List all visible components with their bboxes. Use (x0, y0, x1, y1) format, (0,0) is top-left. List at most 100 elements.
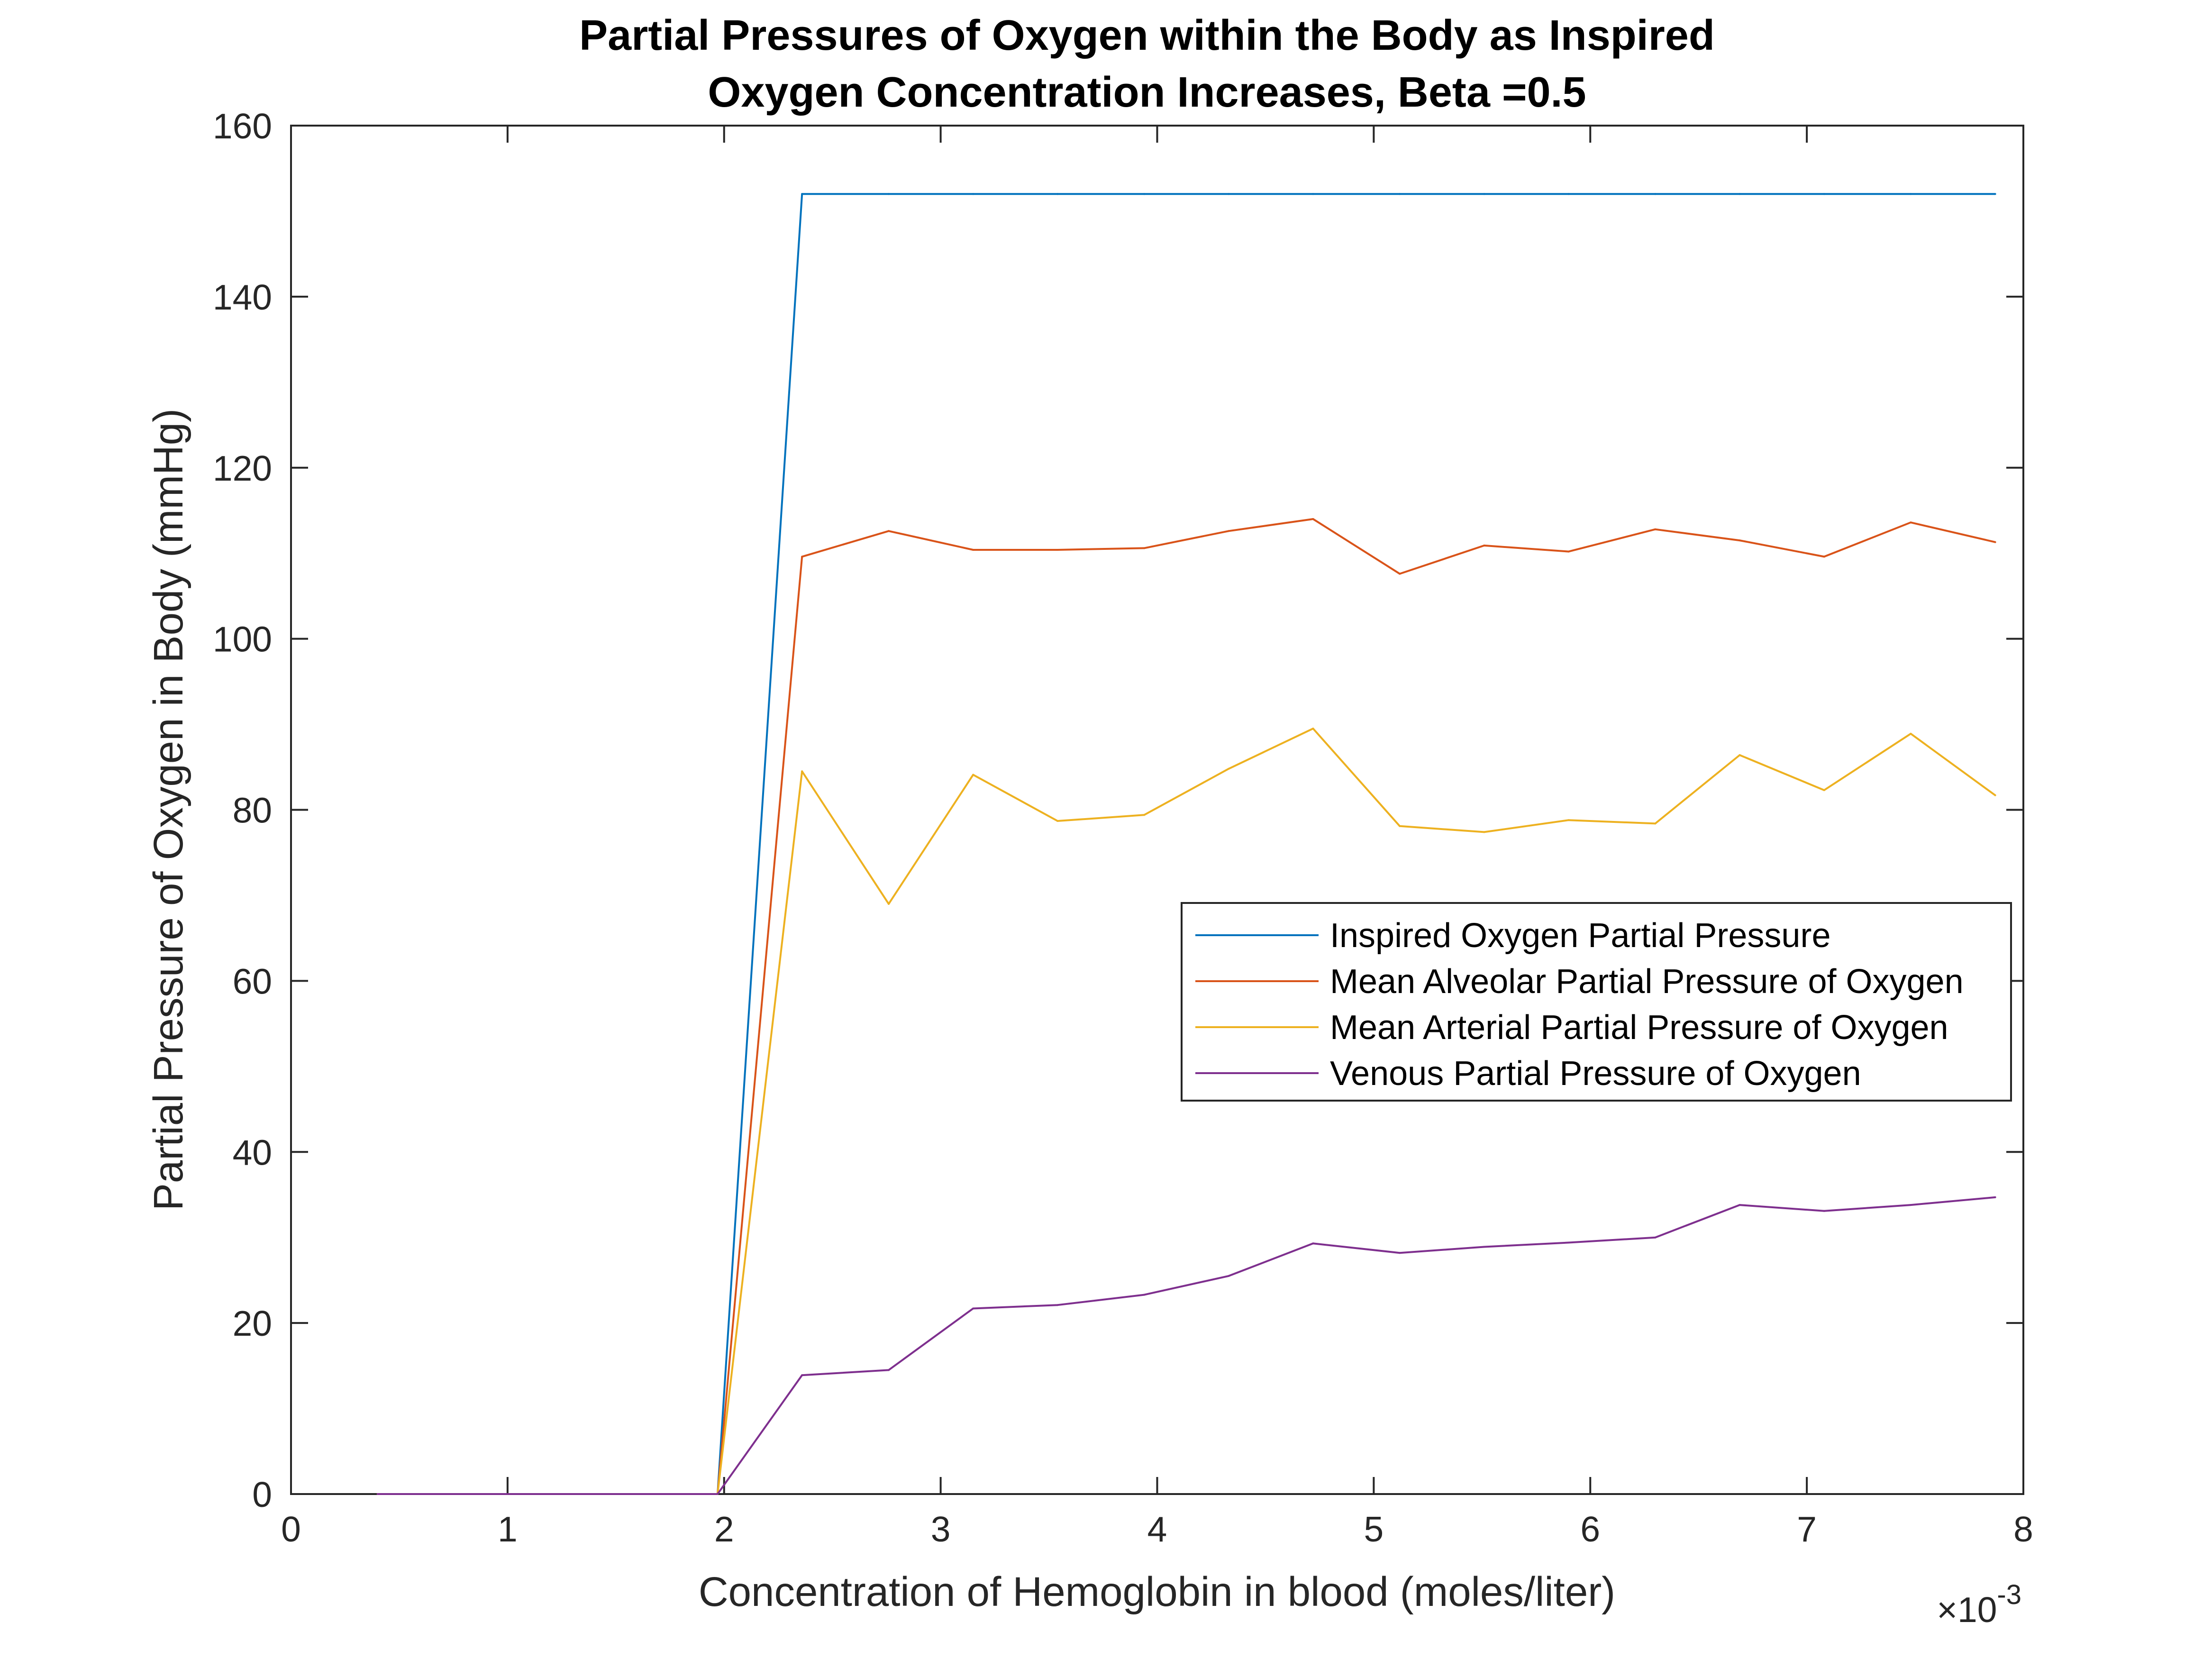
data-point-venous (1739, 1204, 1741, 1206)
y-tick-label: 60 (233, 961, 272, 1001)
data-point-alveolar (1312, 518, 1314, 520)
data-point-venous (546, 1493, 548, 1495)
data-point-inspired (1910, 193, 1912, 195)
data-point-inspired (1312, 193, 1314, 195)
data-point-arterial (1483, 831, 1485, 833)
x-axis-exponent: ×10-3 (1937, 1579, 2021, 1630)
data-point-alveolar (1567, 550, 1570, 553)
data-point-inspired (1654, 193, 1657, 195)
data-point-alveolar (1994, 541, 1996, 543)
data-point-arterial (1228, 767, 1230, 770)
x-tick-label: 1 (498, 1509, 518, 1549)
data-point-venous (376, 1493, 379, 1495)
data-point-inspired (1399, 193, 1401, 195)
legend-label-venous: Venous Partial Pressure of Oxygen (1330, 1055, 1861, 1093)
x-axis-exponent-power: -3 (1997, 1579, 2021, 1610)
data-point-venous (888, 1369, 890, 1371)
data-point-alveolar (1823, 556, 1825, 558)
data-point-inspired (1143, 193, 1146, 195)
y-tick-label: 20 (233, 1304, 272, 1343)
series-lines (376, 193, 1996, 1495)
data-point-inspired (1567, 193, 1570, 195)
y-tick-label: 100 (213, 620, 272, 659)
x-tick-label: 6 (1580, 1509, 1600, 1549)
data-point-venous (630, 1493, 632, 1495)
y-tick-label: 140 (213, 277, 272, 317)
y-tick-label: 40 (233, 1132, 272, 1172)
data-point-inspired (1823, 193, 1825, 195)
legend-label-arterial: Mean Arterial Partial Pressure of Oxygen (1330, 1009, 1948, 1047)
x-axis-exponent-base: ×10 (1937, 1590, 1997, 1630)
legend-label-inspired: Inspired Oxygen Partial Pressure (1330, 917, 1830, 955)
x-tick-label: 7 (1797, 1509, 1817, 1549)
data-point-alveolar (801, 556, 803, 558)
data-point-venous (1228, 1275, 1230, 1277)
data-point-venous (1823, 1210, 1825, 1212)
y-tick-label: 0 (252, 1475, 272, 1514)
data-point-alveolar (1143, 547, 1146, 549)
data-point-venous (1056, 1304, 1059, 1306)
legend-label-alveolar: Mean Alveolar Partial Pressure of Oxygen (1330, 963, 1964, 1001)
data-point-venous (1312, 1242, 1314, 1245)
x-tick-label: 2 (714, 1509, 734, 1549)
data-point-arterial (1312, 728, 1314, 730)
data-point-venous (972, 1307, 974, 1310)
data-point-venous (1567, 1241, 1570, 1244)
data-point-alveolar (1654, 528, 1657, 530)
data-point-venous (1483, 1246, 1485, 1248)
plot-area (290, 125, 2024, 1495)
data-point-inspired (1483, 193, 1485, 195)
data-point-inspired (1056, 193, 1059, 195)
y-axis-label: Partial Pressure of Oxygen in Body (mmHg… (146, 409, 191, 1211)
data-point-arterial (1994, 794, 1996, 796)
data-point-inspired (888, 193, 890, 195)
legend-box (1181, 902, 2012, 1102)
data-point-arterial (1056, 820, 1059, 822)
data-point-venous (1994, 1196, 1996, 1198)
series-line-venous (377, 1196, 1995, 1495)
y-tick-label: 160 (213, 106, 272, 146)
data-point-alveolar (1910, 521, 1912, 524)
data-point-alveolar (1739, 539, 1741, 542)
chart-title-line-1: Partial Pressures of Oxygen within the B… (579, 12, 1715, 59)
data-point-arterial (1910, 732, 1912, 735)
data-point-arterial (888, 903, 890, 905)
data-point-inspired (1228, 193, 1230, 195)
y-tick-label: 80 (233, 791, 272, 830)
data-point-alveolar (1483, 544, 1485, 547)
data-point-venous (461, 1493, 463, 1495)
data-point-arterial (801, 770, 803, 773)
chart-legend: Inspired Oxygen Partial Pressure Mean Al… (1181, 902, 2012, 1102)
data-point-arterial (1823, 789, 1825, 791)
data-point-venous (717, 1493, 719, 1495)
x-axis-label: Concentration of Hemoglobin in blood (mo… (699, 1569, 1615, 1615)
data-point-alveolar (1399, 573, 1401, 575)
data-point-alveolar (1228, 530, 1230, 532)
data-point-arterial (972, 774, 974, 776)
data-point-arterial (1654, 822, 1657, 825)
x-tick-label: 3 (931, 1509, 951, 1549)
data-point-alveolar (972, 549, 974, 551)
data-point-alveolar (888, 530, 890, 532)
data-point-venous (1910, 1204, 1912, 1206)
x-tick-label: 8 (2013, 1509, 2033, 1549)
data-point-arterial (1143, 814, 1146, 816)
y-tick-label: 120 (213, 448, 272, 488)
data-point-arterial (1399, 825, 1401, 827)
data-point-venous (801, 1374, 803, 1376)
data-point-venous (1143, 1294, 1146, 1296)
data-point-venous (1654, 1236, 1657, 1239)
data-point-venous (1399, 1252, 1401, 1254)
data-point-inspired (972, 193, 974, 195)
x-tick-label: 4 (1147, 1509, 1167, 1549)
data-point-arterial (1567, 819, 1570, 821)
data-point-alveolar (1056, 549, 1059, 551)
data-point-arterial (1739, 754, 1741, 756)
x-tick-label: 5 (1364, 1509, 1384, 1549)
data-point-inspired (1739, 193, 1741, 195)
x-tick-label: 0 (281, 1509, 301, 1549)
chart-title-line-2: Oxygen Concentration Increases, Beta =0.… (708, 69, 1586, 116)
data-point-inspired (801, 193, 803, 195)
